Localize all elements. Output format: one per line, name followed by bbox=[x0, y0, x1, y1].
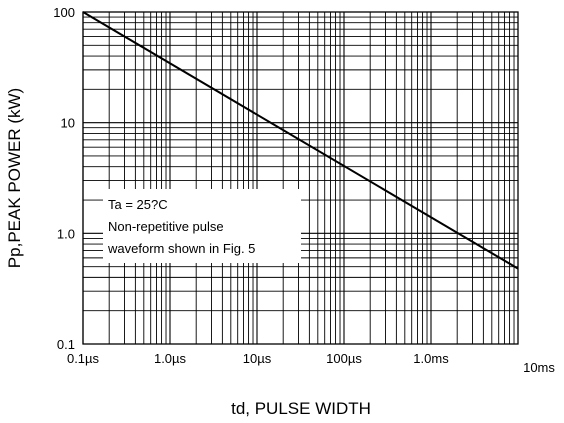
annotation-background bbox=[103, 189, 301, 263]
y-tick-label: 10 bbox=[61, 116, 75, 131]
y-axis-label: Pp,PEAK POWER (kW) bbox=[5, 88, 24, 268]
series-layer bbox=[82, 11, 519, 270]
y-tick-label: 1.0 bbox=[57, 226, 75, 241]
grid bbox=[82, 12, 518, 345]
y-tick-labels: 0.1 1.0 10 100 bbox=[53, 5, 75, 352]
y-tick-label: 0.1 bbox=[57, 337, 75, 352]
annotation-line-1: Ta = 25?C bbox=[108, 197, 168, 212]
annotation-line-3: waveform shown in Fig. 5 bbox=[107, 241, 255, 256]
series-line-1 bbox=[82, 11, 519, 270]
x-tick-label: 1.0ms bbox=[413, 351, 449, 366]
plot-frame bbox=[82, 11, 519, 345]
x-tick-label: 10µs bbox=[243, 351, 272, 366]
y-tick-label: 100 bbox=[53, 5, 75, 20]
x-tick-label: 10ms bbox=[523, 360, 555, 375]
annotation-box: Ta = 25?C Non-repetitive pulse waveform … bbox=[103, 189, 301, 263]
x-tick-label: 1.0µs bbox=[154, 351, 187, 366]
annotation-line-2: Non-repetitive pulse bbox=[108, 219, 224, 234]
x-axis-label: td, PULSE WIDTH bbox=[231, 399, 371, 418]
x-tick-labels: 0.1µs 1.0µs 10µs 100µs 1.0ms 10ms bbox=[67, 351, 555, 375]
x-tick-label: 100µs bbox=[326, 351, 362, 366]
x-tick-label: 0.1µs bbox=[67, 351, 100, 366]
